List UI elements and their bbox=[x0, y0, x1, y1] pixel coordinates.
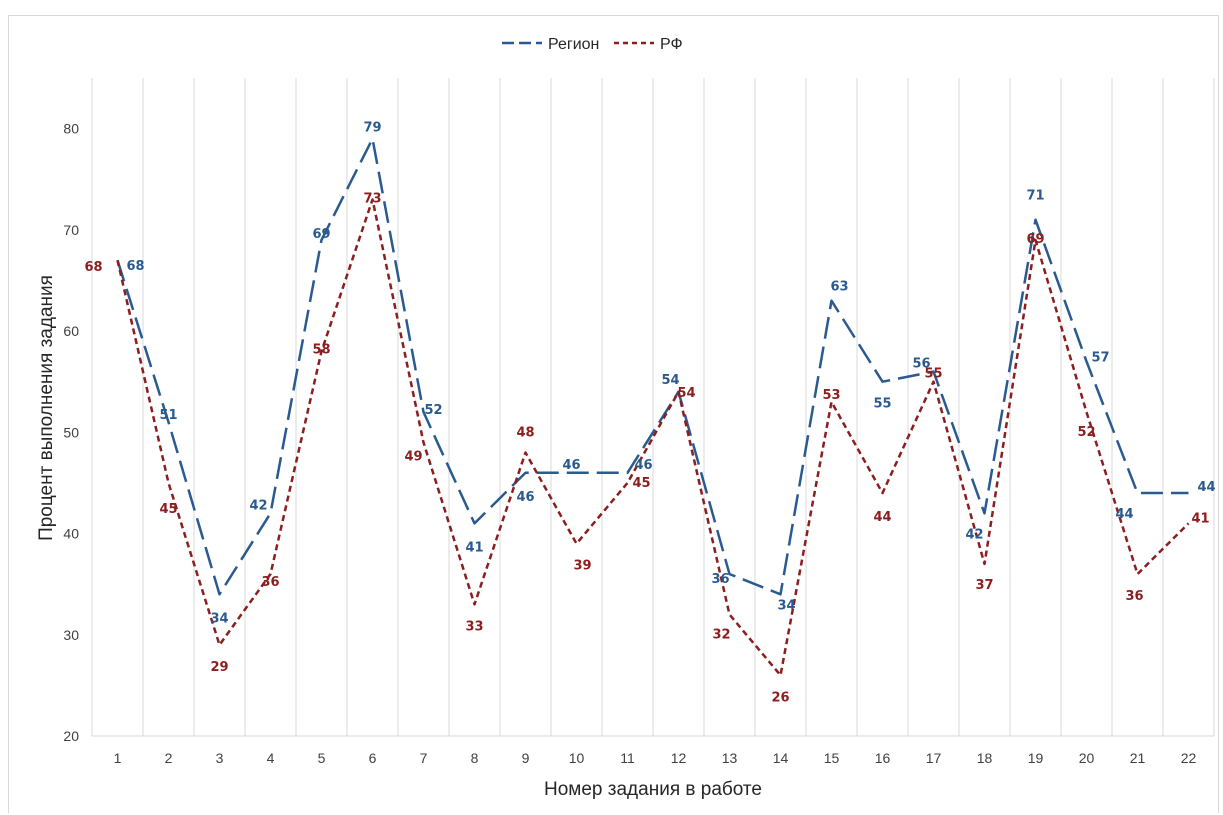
data-label-rf: 68 bbox=[84, 260, 102, 275]
x-tick-label: 2 bbox=[165, 750, 173, 766]
x-axis-title: Номер задания в работе bbox=[544, 779, 762, 800]
x-tick-label: 5 bbox=[318, 750, 326, 766]
x-tick-labels: 1 2 3 4 5 6 7 8 9 10 11 12 13 14 15 16 17 18 19 20 21 22 bbox=[114, 750, 1197, 766]
y-tick-label: 40 bbox=[63, 526, 79, 542]
x-tick-label: 15 bbox=[824, 750, 840, 766]
data-label-rf: 55 bbox=[924, 367, 942, 382]
data-label-rf: 45 bbox=[159, 502, 177, 517]
data-label-region: 42 bbox=[965, 527, 983, 542]
grid-lines bbox=[91, 78, 1215, 737]
y-tick-label: 80 bbox=[63, 121, 79, 137]
data-label-region: 68 bbox=[126, 259, 144, 274]
series-lines bbox=[116, 137, 1190, 677]
x-tick-label: 16 bbox=[875, 750, 891, 766]
data-label-region: 57 bbox=[1091, 350, 1109, 365]
x-tick-label: 19 bbox=[1028, 750, 1044, 766]
legend-label-rf: РФ bbox=[660, 36, 683, 53]
data-label-region: 54 bbox=[661, 373, 679, 388]
series-line-region bbox=[116, 137, 1189, 596]
x-tick-label: 7 bbox=[420, 750, 428, 766]
x-tick-label: 21 bbox=[1130, 750, 1146, 766]
y-tick-label: 50 bbox=[63, 424, 79, 440]
data-label-rf: 33 bbox=[465, 619, 483, 634]
legend-label-region: Регион bbox=[548, 36, 599, 53]
data-label-region: 69 bbox=[312, 227, 330, 242]
data-label-region: 46 bbox=[516, 490, 534, 505]
x-tick-label: 4 bbox=[267, 750, 275, 766]
x-tick-label: 1 bbox=[114, 750, 122, 766]
data-label-region: 52 bbox=[424, 403, 442, 418]
y-tick-label: 70 bbox=[63, 222, 79, 238]
data-label-region: 46 bbox=[562, 458, 580, 473]
data-label-region: 44 bbox=[1115, 507, 1133, 522]
data-label-region: 41 bbox=[465, 540, 483, 555]
data-label-region: 51 bbox=[159, 408, 177, 423]
data-label-rf: 48 bbox=[516, 426, 534, 441]
data-label-region: 56 bbox=[912, 357, 930, 372]
data-label-rf: 36 bbox=[261, 575, 279, 590]
data-label-region: 44 bbox=[1197, 480, 1215, 495]
data-label-region: 42 bbox=[249, 498, 267, 513]
x-tick-label: 17 bbox=[926, 750, 942, 766]
data-label-rf: 44 bbox=[873, 510, 891, 525]
data-label-rf: 54 bbox=[677, 386, 695, 401]
data-label-region: 71 bbox=[1026, 189, 1044, 204]
legend: Регион РФ bbox=[502, 36, 683, 53]
data-label-rf: 41 bbox=[1191, 511, 1209, 526]
data-label-rf: 37 bbox=[975, 578, 993, 593]
y-axis-title: Процент выполнения задания bbox=[36, 275, 57, 541]
x-tick-label: 8 bbox=[471, 750, 479, 766]
data-label-rf: 73 bbox=[363, 191, 381, 206]
data-label-region: 34 bbox=[210, 611, 228, 626]
x-tick-label: 13 bbox=[722, 750, 738, 766]
data-label-region: 63 bbox=[830, 280, 848, 295]
y-tick-labels: 20 30 40 50 60 70 80 bbox=[63, 121, 79, 744]
x-tick-label: 9 bbox=[522, 750, 530, 766]
data-label-rf: 36 bbox=[1125, 589, 1143, 604]
data-label-rf: 58 bbox=[312, 342, 330, 357]
data-label-rf: 29 bbox=[210, 660, 228, 675]
chart-frame bbox=[8, 15, 1219, 813]
data-label-rf: 45 bbox=[632, 476, 650, 491]
data-label-region: 46 bbox=[634, 458, 652, 473]
x-tick-label: 22 bbox=[1181, 750, 1197, 766]
x-tick-label: 20 bbox=[1079, 750, 1095, 766]
x-tick-label: 11 bbox=[620, 750, 635, 766]
x-tick-label: 10 bbox=[569, 750, 585, 766]
x-tick-label: 18 bbox=[977, 750, 993, 766]
data-label-rf: 69 bbox=[1026, 232, 1044, 247]
data-label-region: 36 bbox=[711, 572, 729, 587]
data-label-region: 55 bbox=[873, 397, 891, 412]
data-label-region: 79 bbox=[363, 121, 381, 136]
data-label-rf: 39 bbox=[573, 559, 591, 574]
data-label-rf: 49 bbox=[404, 449, 422, 464]
data-label-rf: 26 bbox=[771, 690, 789, 705]
y-tick-label: 20 bbox=[63, 728, 79, 744]
y-tick-label: 60 bbox=[63, 323, 79, 339]
x-tick-label: 14 bbox=[773, 750, 789, 766]
data-label-region: 34 bbox=[777, 598, 795, 613]
x-tick-label: 12 bbox=[671, 750, 687, 766]
x-tick-label: 3 bbox=[216, 750, 224, 766]
data-label-rf: 52 bbox=[1077, 425, 1095, 440]
y-tick-label: 30 bbox=[63, 627, 79, 643]
x-tick-label: 6 bbox=[369, 750, 377, 766]
data-label-rf: 32 bbox=[712, 628, 730, 643]
data-label-rf: 53 bbox=[822, 388, 840, 403]
